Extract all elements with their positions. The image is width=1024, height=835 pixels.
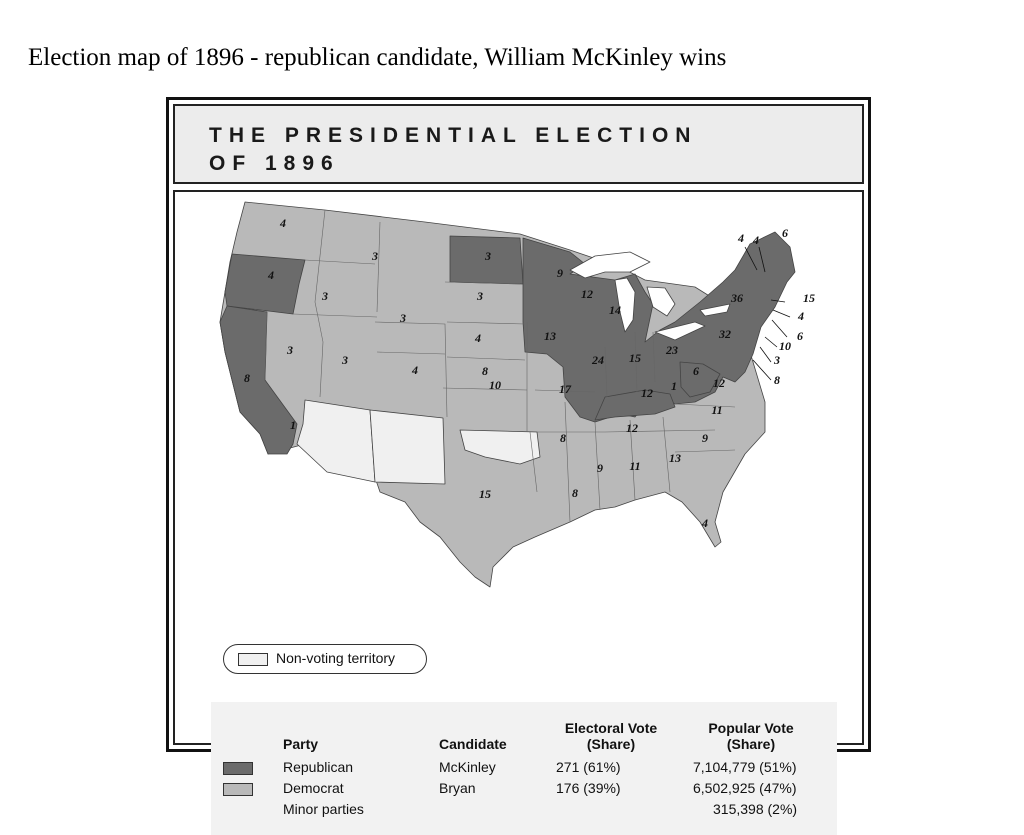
republican-swatch	[223, 762, 253, 775]
results-table: Party Candidate Electoral Vote (Share) P…	[211, 702, 837, 835]
row-party: Republican	[283, 759, 354, 775]
row-popular: 7,104,779 (51%)	[693, 759, 797, 775]
header-candidate: Candidate	[439, 736, 507, 752]
row-party: Democrat	[283, 780, 344, 796]
electoral-vote-label: 12	[641, 386, 653, 400]
democrat-swatch	[223, 783, 253, 796]
republican-midwest-northeast	[522, 231, 796, 423]
row-electoral: 271 (61%)	[556, 759, 621, 775]
callout-line	[770, 299, 786, 303]
map-title-line-1: THE PRESIDENTIAL ELECTION	[209, 124, 698, 147]
row-candidate: Bryan	[439, 780, 476, 796]
electoral-vote-label: 8	[244, 371, 250, 385]
electoral-vote-label: 4	[411, 363, 418, 377]
electoral-vote-label: 8	[560, 431, 566, 445]
callout-line	[744, 246, 758, 271]
electoral-vote-label: 12	[713, 376, 725, 390]
header-party: Party	[283, 736, 319, 752]
callout-line	[771, 319, 788, 338]
electoral-vote-label: 12	[581, 287, 593, 301]
electoral-vote-label: 11	[629, 459, 640, 473]
row-popular: 6,502,925 (47%)	[693, 780, 797, 796]
non-voting-legend-label: Non-voting territory	[276, 650, 396, 666]
header-electoral-vote: Electoral Vote	[564, 720, 658, 736]
electoral-vote-label: 13	[544, 329, 556, 343]
electoral-vote-label: 4	[797, 309, 804, 323]
electoral-vote-label: 9	[702, 431, 708, 445]
electoral-vote-label: 3	[476, 289, 483, 303]
electoral-vote-label: 24	[591, 353, 604, 367]
non-voting-new-mexico	[369, 409, 446, 485]
lake-superior	[569, 251, 651, 279]
electoral-vote-label: 32	[718, 327, 731, 341]
electoral-vote-label: 9	[557, 266, 563, 280]
non-voting-swatch	[238, 653, 268, 666]
electoral-vote-label: 3	[399, 311, 406, 325]
row-party: Minor parties	[283, 801, 364, 817]
lake-huron	[646, 286, 676, 317]
electoral-vote-label: 6	[693, 364, 699, 378]
electoral-vote-label: 17	[559, 382, 572, 396]
map-title-line-2: OF 1896	[209, 152, 340, 175]
lake-ontario	[699, 303, 731, 317]
header-electoral-share: (Share)	[586, 736, 636, 752]
electoral-vote-label: 14	[609, 303, 621, 317]
header-popular-share: (Share)	[726, 736, 776, 752]
map-frame: 4 4 8 3 1 3 3 3 3 4 3 3 4 8 10 17 15 9 12 13 14 24 15 23 12 8 9 11 1…	[173, 190, 864, 835]
electoral-vote-label: 1	[290, 418, 296, 432]
electoral-vote-label: 9	[597, 461, 603, 475]
electoral-vote-label: 1	[671, 379, 677, 393]
electoral-vote-label: 3	[321, 289, 328, 303]
electoral-vote-label: 8	[482, 364, 488, 378]
electoral-vote-label: 4	[752, 233, 759, 247]
map-title-box: THE PRESIDENTIAL ELECTION OF 1896	[173, 104, 864, 184]
map-legend: Non-voting territory	[223, 644, 427, 674]
republican-kentucky	[594, 389, 676, 421]
electoral-vote-label: 15	[629, 351, 641, 365]
callout-line	[772, 309, 791, 318]
callout-line	[759, 346, 772, 363]
electoral-vote-label: 3	[371, 249, 378, 263]
non-voting-arizona	[296, 399, 376, 483]
electoral-vote-label: 10	[779, 339, 791, 353]
republican-oregon	[224, 253, 306, 315]
electoral-vote-label: 36	[730, 291, 743, 305]
electoral-vote-label: 3	[484, 249, 491, 263]
electoral-vote-label: 4	[279, 216, 286, 230]
electoral-vote-label: 11	[711, 403, 722, 417]
electoral-vote-label: 4	[737, 231, 744, 245]
electoral-vote-label: 6	[797, 329, 803, 343]
electoral-vote-label: 10	[489, 378, 501, 392]
electoral-vote-label: 6	[782, 226, 788, 240]
lake-michigan	[614, 277, 636, 333]
electoral-vote-label: 4	[267, 268, 274, 282]
callout-line	[752, 359, 772, 381]
callout-line	[764, 336, 778, 348]
lake-erie	[654, 321, 706, 341]
electoral-vote-label: 3	[341, 353, 348, 367]
slide-caption: Election map of 1896 - republican candid…	[28, 44, 727, 71]
republican-west-virginia	[679, 361, 721, 398]
electoral-vote-label: 8	[774, 373, 780, 387]
electoral-vote-label: 13	[669, 451, 681, 465]
row-popular: 315,398 (2%)	[713, 801, 798, 817]
row-electoral: 176 (39%)	[556, 780, 621, 796]
callout-line	[758, 246, 766, 273]
electoral-vote-label: 8	[572, 486, 578, 500]
electoral-vote-label: 3	[773, 353, 780, 367]
electoral-vote-label: 15	[803, 291, 815, 305]
electoral-vote-label: 4	[701, 516, 708, 530]
electoral-vote-label: 15	[479, 487, 491, 501]
row-candidate: McKinley	[439, 759, 496, 775]
electoral-vote-label: 23	[665, 343, 678, 357]
header-popular-vote: Popular Vote	[708, 720, 794, 736]
electoral-vote-label: 4	[474, 331, 481, 345]
electoral-vote-label: 3	[286, 343, 293, 357]
election-map-panel: THE PRESIDENTIAL ELECTION OF 1896	[166, 97, 871, 835]
electoral-vote-label: 12	[626, 421, 638, 435]
